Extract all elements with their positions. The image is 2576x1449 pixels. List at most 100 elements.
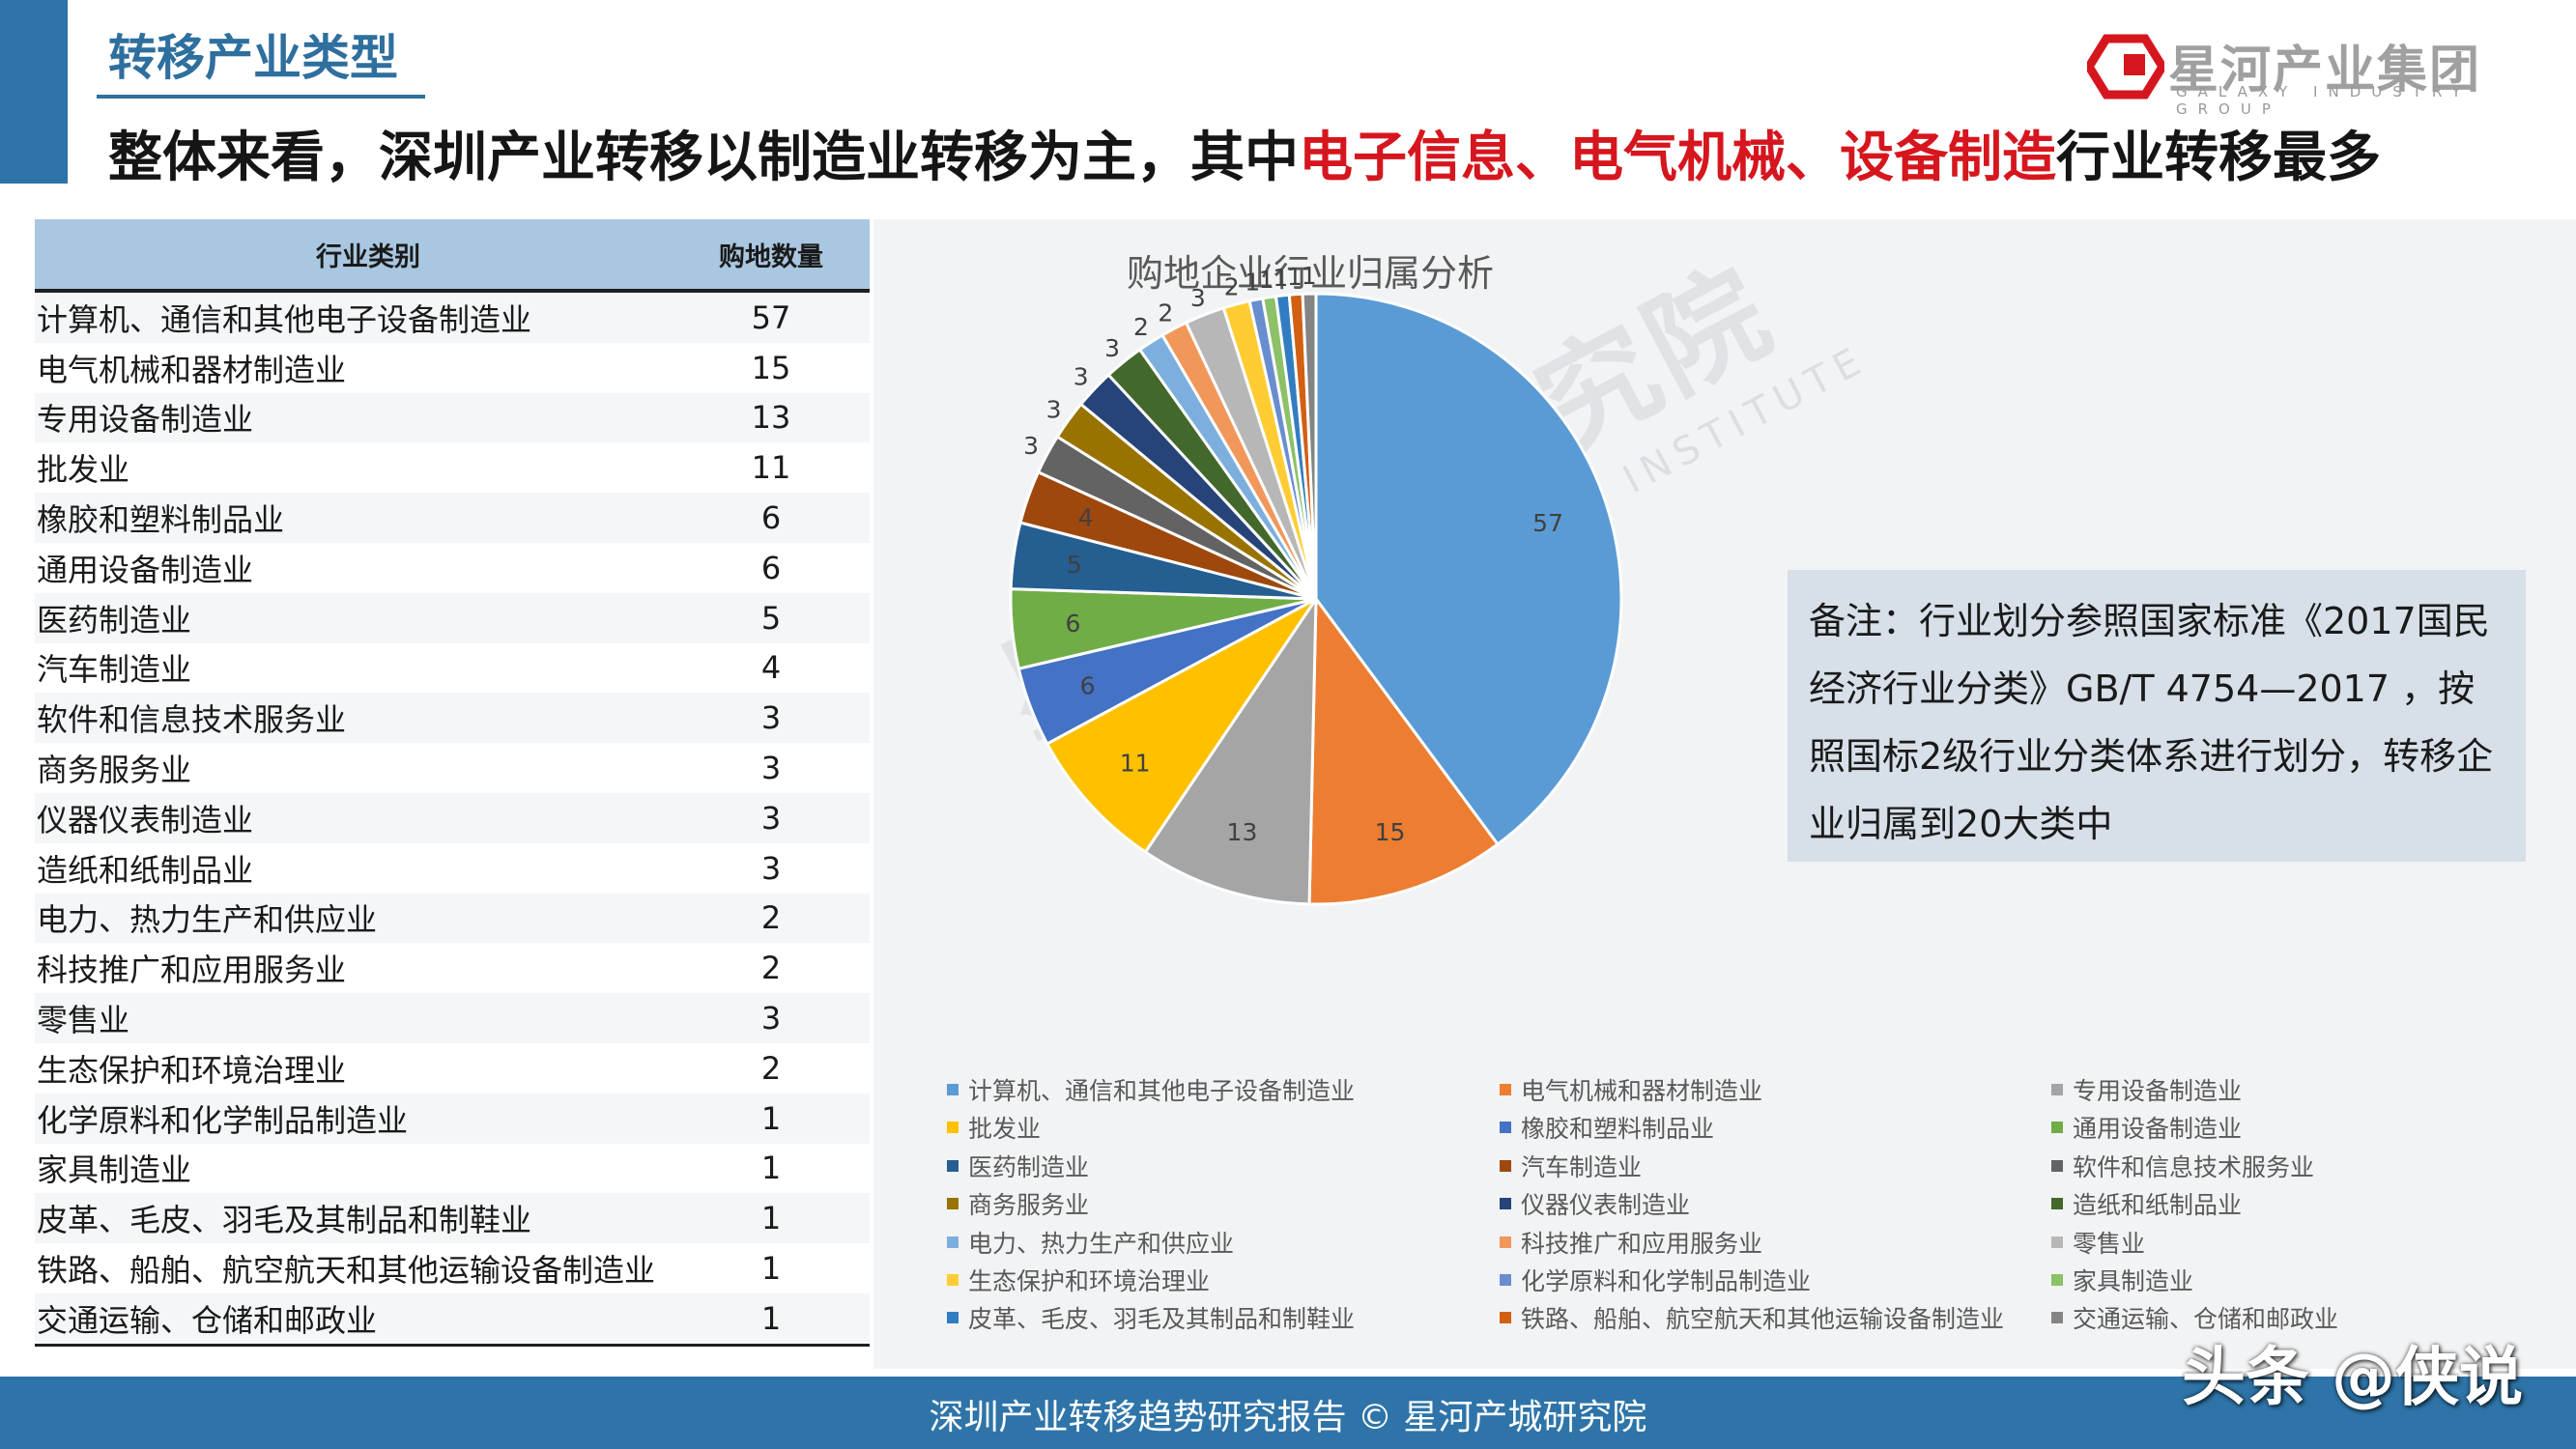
legend-swatch <box>947 1122 959 1134</box>
legend-item: 仪器仪表制造业 <box>1500 1186 1690 1221</box>
legend-swatch <box>1500 1198 1511 1210</box>
pie-data-label: 1 <box>1245 269 1260 297</box>
legend-swatch <box>1500 1084 1511 1095</box>
legend-swatch <box>947 1159 959 1172</box>
footer-bar <box>0 1377 2576 1449</box>
row-count: 11 <box>751 449 791 487</box>
legend-swatch <box>947 1312 959 1324</box>
table-header: 行业类别 购地数量 <box>35 219 870 293</box>
legend-swatch <box>1500 1122 1511 1134</box>
company-logo: 星河产业集团 GALAXY INDUSTRY GROUP <box>2087 27 2512 118</box>
pie-data-label: 3 <box>1023 432 1039 460</box>
legend-swatch <box>1500 1312 1511 1324</box>
pie-data-label: 2 <box>1158 298 1173 327</box>
legend-item: 电气机械和器材制造业 <box>1500 1072 1762 1107</box>
pie-data-label: 3 <box>1046 396 1062 424</box>
legend-item: 生态保护和环境治理业 <box>947 1263 1210 1297</box>
pie-data-label: 1 <box>1273 264 1288 292</box>
table-row: 家具制造业 1 <box>35 1144 870 1194</box>
table-row: 医药制造业 5 <box>35 592 870 643</box>
table-row: 皮革、毛皮、羽毛及其制品和制鞋业 1 <box>35 1193 870 1244</box>
row-category: 仪器仪表制造业 <box>37 801 254 838</box>
row-category: 电气机械和器材制造业 <box>37 351 347 388</box>
legend-label: 软件和信息技术服务业 <box>2073 1152 2315 1181</box>
row-count: 1 <box>760 1250 782 1288</box>
pie-slice <box>1045 597 1318 855</box>
legend-swatch <box>2051 1236 2063 1248</box>
table-bottom-rule <box>35 1343 870 1347</box>
table-row: 零售业 3 <box>35 993 870 1043</box>
headline-part-1: 整体来看，深圳产业转移以制造业转移为主，其中 <box>108 127 1299 189</box>
row-category: 汽车制造业 <box>37 651 192 689</box>
legend-item: 计算机、通信和其他电子设备制造业 <box>947 1072 1355 1107</box>
headline-part-3: 行业转移最多 <box>2056 127 2381 189</box>
legend-label: 计算机、通信和其他电子设备制造业 <box>968 1077 1356 1105</box>
pie-slice <box>1307 594 1501 906</box>
pie-data-label: 3 <box>1104 334 1120 362</box>
legend-item: 铁路、船舶、航空航天和其他运输设备制造业 <box>1500 1300 2004 1335</box>
legend-swatch <box>2051 1122 2063 1134</box>
table-row: 批发业 11 <box>35 442 870 493</box>
row-category: 铁路、船舶、航空航天和其他运输设备制造业 <box>37 1252 656 1290</box>
row-category: 零售业 <box>37 1002 130 1039</box>
legend-swatch <box>947 1274 959 1286</box>
legend-item: 商务服务业 <box>947 1186 1089 1221</box>
row-category: 家具制造业 <box>37 1151 192 1189</box>
row-count: 1 <box>760 1299 782 1337</box>
pie-slice <box>1301 292 1318 600</box>
note-box: 备注：行业划分参照国家标准《2017国民经济行业分类》GB/T 4754—201… <box>1788 570 2526 862</box>
row-count: 3 <box>760 750 782 787</box>
table-row: 交通运输、仓储和邮政业 1 <box>35 1293 870 1344</box>
row-category: 专用设备制造业 <box>37 401 254 439</box>
row-count: 2 <box>760 1049 782 1087</box>
table-body: 计算机、通信和其他电子设备制造业 57 电气机械和器材制造业 15 专用设备制造业 13 批… <box>35 293 870 1344</box>
toutiao-overlay: 头条 @侠说 <box>2182 1340 2523 1414</box>
industry-table: 行业类别 购地数量 计算机、通信和其他电子设备制造业 57 电气机械和器材制造业 15… <box>35 219 870 1347</box>
legend-swatch <box>2051 1312 2063 1324</box>
pie-data-label: 57 <box>1532 509 1563 537</box>
legend-item: 家具制造业 <box>2051 1263 2193 1297</box>
section-underline <box>97 95 425 99</box>
table-row: 软件和信息技术服务业 3 <box>35 693 870 744</box>
row-category: 通用设备制造业 <box>37 551 254 588</box>
pie-data-label: 1 <box>1259 266 1274 294</box>
accent-bar <box>0 0 68 184</box>
legend-label: 造纸和纸制品业 <box>2073 1191 2243 1220</box>
legend-item: 化学原料和化学制品制造业 <box>1500 1263 1811 1297</box>
row-count: 3 <box>760 1000 782 1037</box>
row-count: 3 <box>760 799 782 837</box>
pie-data-label: 2 <box>1224 273 1240 301</box>
legend-swatch <box>947 1198 959 1210</box>
pie-data-label: 4 <box>1078 504 1094 532</box>
legend-item: 通用设备制造业 <box>2051 1110 2242 1145</box>
table-row: 汽车制造业 4 <box>35 643 870 694</box>
logo-name-cn: 星河产业集团 <box>2168 42 2482 99</box>
row-count: 15 <box>751 349 791 386</box>
footer-text: 深圳产业转移趋势研究报告 © 星河产城研究院 <box>929 1398 1647 1437</box>
row-count: 4 <box>760 649 782 687</box>
pie-data-label: 3 <box>1190 284 1206 312</box>
legend-label: 生态保护和环境治理业 <box>968 1267 1211 1295</box>
legend-label: 铁路、船舶、航空航天和其他运输设备制造业 <box>1521 1305 2005 1334</box>
legend-item: 软件和信息技术服务业 <box>2051 1149 2314 1183</box>
legend-swatch <box>2051 1274 2063 1286</box>
row-category: 医药制造业 <box>37 601 192 639</box>
table-row: 仪器仪表制造业 3 <box>35 792 870 843</box>
legend-label: 橡胶和塑料制品业 <box>1521 1115 1715 1144</box>
legend-item: 造纸和纸制品业 <box>2051 1186 2242 1221</box>
legend-label: 商务服务业 <box>968 1191 1090 1220</box>
pie-data-label: 11 <box>1120 750 1151 778</box>
legend-label: 皮革、毛皮、羽毛及其制品和制鞋业 <box>968 1305 1356 1334</box>
table-row: 铁路、船舶、航空航天和其他运输设备制造业 1 <box>35 1243 870 1293</box>
row-count: 2 <box>760 950 782 987</box>
row-count: 1 <box>760 1099 782 1137</box>
legend-label: 交通运输、仓储和邮政业 <box>2073 1305 2339 1334</box>
legend-label: 零售业 <box>2073 1229 2146 1258</box>
row-count: 1 <box>760 1200 782 1237</box>
legend-item: 零售业 <box>2051 1225 2145 1260</box>
legend-label: 电气机械和器材制造业 <box>1521 1077 1763 1105</box>
pie-data-label: 6 <box>1080 672 1096 700</box>
legend-swatch <box>947 1236 959 1248</box>
legend-label: 医药制造业 <box>968 1152 1090 1181</box>
table-row: 专用设备制造业 13 <box>35 392 870 443</box>
